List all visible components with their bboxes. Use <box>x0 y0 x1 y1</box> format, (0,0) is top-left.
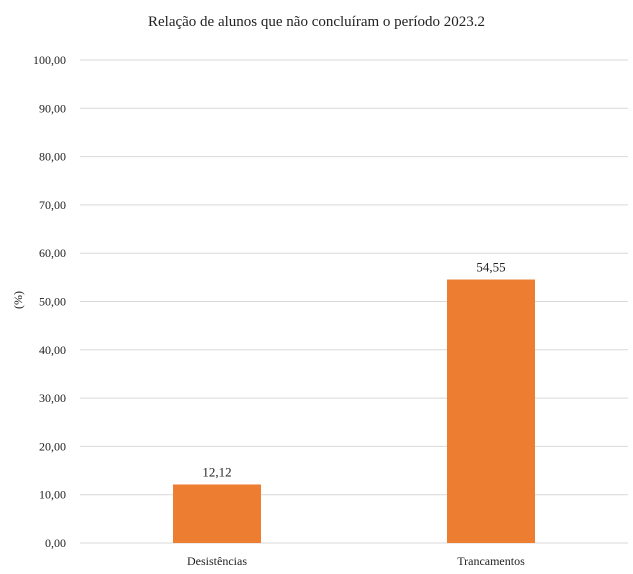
y-tick-label: 50,00 <box>39 295 66 309</box>
y-tick-label: 90,00 <box>39 101 66 115</box>
y-tick-label: 60,00 <box>39 246 66 260</box>
y-axis-title: (%) <box>11 291 25 309</box>
y-tick-label: 80,00 <box>39 150 66 164</box>
x-tick-label: Trancamentos <box>457 554 525 568</box>
bar-trancamentos <box>447 279 535 543</box>
data-label: 54,55 <box>476 260 505 275</box>
y-tick-label: 20,00 <box>39 439 66 453</box>
gridlines <box>80 59 628 544</box>
y-tick-label: 40,00 <box>39 343 66 357</box>
labels: 0,00 10,00 20,00 30,00 40,00 50,00 60,00 70,00 8… <box>33 53 525 568</box>
bars <box>173 279 535 543</box>
y-tick-label: 10,00 <box>39 488 66 502</box>
data-label: 12,12 <box>202 464 231 479</box>
y-tick-label: 0,00 <box>45 536 66 550</box>
y-tick-label: 70,00 <box>39 198 66 212</box>
bar-desistencias <box>173 484 261 543</box>
x-tick-label: Desistências <box>187 554 247 568</box>
y-tick-label: 30,00 <box>39 391 66 405</box>
chart-title: Relação de alunos que não concluíram o p… <box>148 14 485 30</box>
y-tick-label: 100,00 <box>33 53 66 67</box>
